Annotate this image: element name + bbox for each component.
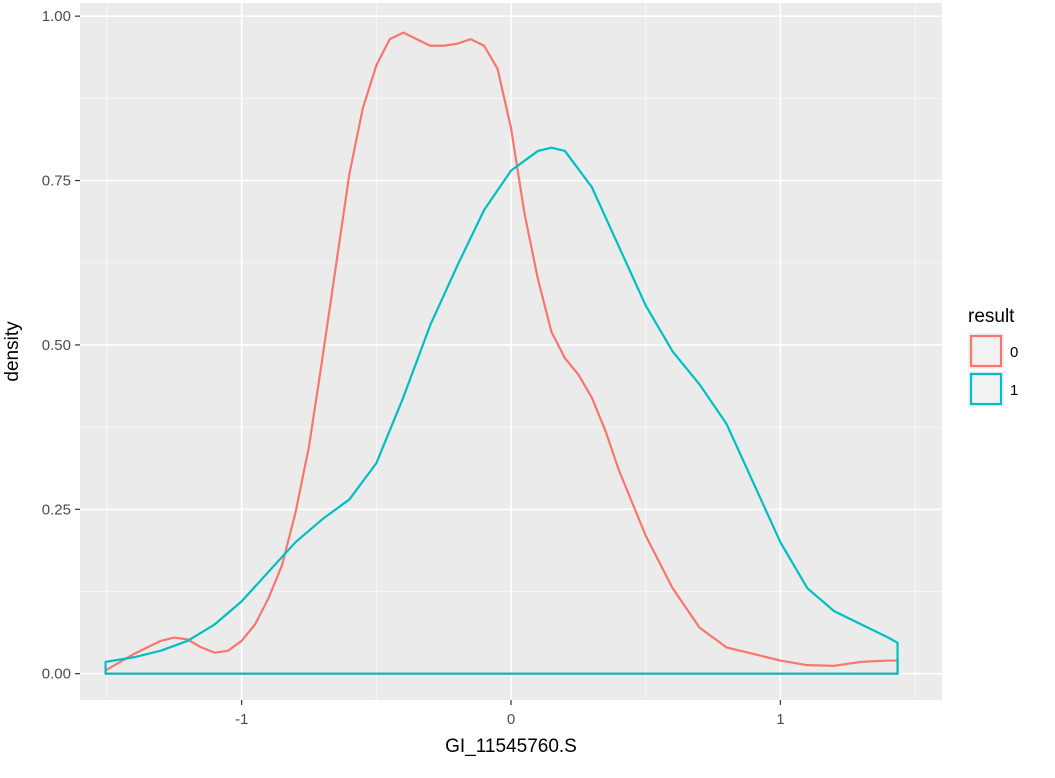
- x-tick-label: 1: [776, 711, 784, 728]
- legend-key-0: [969, 334, 1003, 368]
- legend-title: result: [968, 306, 1015, 327]
- legend-key-bg: [968, 371, 1004, 407]
- x-tick-label: -1: [235, 711, 248, 728]
- legend: result 01: [968, 306, 1018, 407]
- y-tick-label: 0.25: [42, 501, 71, 518]
- x-tick-labels: -1 0 1: [235, 711, 785, 728]
- legend-items: 01: [968, 333, 1018, 407]
- x-tick-label: 0: [507, 711, 515, 728]
- y-tick-label: 1.00: [42, 8, 71, 25]
- y-tick-label: 0.50: [42, 337, 71, 354]
- x-axis-title: GI_11545760.S: [445, 736, 577, 757]
- legend-label-0: 0: [1010, 344, 1018, 361]
- legend-label-1: 1: [1010, 382, 1018, 399]
- density-series-1: [104, 146, 899, 675]
- density-series-0: [104, 31, 899, 675]
- legend-key-bg: [968, 333, 1004, 369]
- legend-key-1: [969, 372, 1003, 406]
- y-tick-labels: 0.00 0.25 0.50 0.75 1.00: [42, 8, 71, 683]
- density-curves: [104, 31, 899, 675]
- y-tick-label: 0.75: [42, 173, 71, 190]
- y-tick-label: 0.00: [42, 666, 71, 683]
- axis-ticks: [75, 15, 781, 705]
- y-axis-title: density: [2, 321, 23, 382]
